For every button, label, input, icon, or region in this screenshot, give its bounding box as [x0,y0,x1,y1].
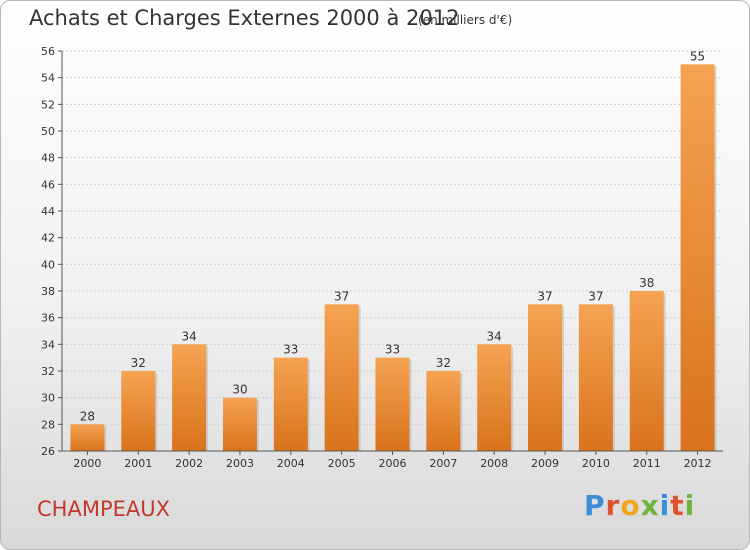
bar-2008 [477,344,512,451]
y-tick-label: 42 [41,232,55,245]
y-tick-label: 34 [41,338,55,351]
logo-letter: t [670,489,685,522]
x-axis-ticks: 2000 2001 2002 2003 2004 2005 2006 2007 2008 2009… [73,451,712,470]
x-tick-label: 2006 [379,457,407,470]
bar-value-label: 37 [334,289,349,303]
bar-value-label: 33 [385,343,400,357]
chart-subtitle: (en milliers d'€) [418,13,513,27]
x-tick-label: 2009 [531,457,559,470]
bar-value-label: 34 [181,329,196,343]
bar-value-label: 55 [690,49,705,63]
y-axis-ticks: 26 28 30 32 34 36 38 40 42 44 46 48 50 52 54 56 [41,45,62,458]
y-tick-label: 26 [41,445,55,458]
y-tick-label: 28 [41,418,55,431]
bar-value-label: 32 [131,356,146,370]
y-tick-label: 38 [41,285,55,298]
bar-value-label: 28 [80,409,95,423]
x-tick-label: 2007 [429,457,457,470]
logo-letter: o [620,489,641,522]
logo-letter: r [605,489,621,522]
x-tick-label: 2003 [226,457,254,470]
x-tick-label: 2002 [175,457,203,470]
bar-value-labels: 28 32 34 30 33 37 33 32 34 37 37 38 55 [80,49,705,423]
bar-value-label: 33 [283,343,298,357]
y-tick-label: 30 [41,392,55,405]
x-tick-label: 2001 [124,457,152,470]
x-tick-label: 2005 [328,457,356,470]
x-tick-label: 2008 [480,457,508,470]
y-tick-label: 54 [41,72,55,85]
y-tick-label: 50 [41,125,55,138]
bar-2009 [528,304,563,451]
bar-2003 [222,397,257,451]
x-tick-label: 2012 [684,457,712,470]
y-tick-label: 48 [41,152,55,165]
bar-2012 [680,64,715,452]
bar-value-label: 38 [639,276,654,290]
y-tick-label: 46 [41,178,55,191]
bar-2010 [578,304,613,451]
bar-2007 [426,371,461,451]
bar-value-label: 37 [588,289,603,303]
bars [70,64,717,452]
bar-2011 [629,291,664,451]
x-tick-label: 2000 [73,457,101,470]
bar-2001 [121,371,156,451]
bar-2002 [172,344,207,451]
bar-2000 [70,424,105,451]
logo-letter: i [659,489,671,522]
y-tick-label: 36 [41,312,55,325]
proxiti-logo[interactable]: Proxiti [584,489,695,522]
x-tick-label: 2010 [582,457,610,470]
town-name: CHAMPEAUX [37,497,170,521]
x-tick-label: 2004 [277,457,305,470]
bar-2004 [273,357,308,451]
logo-letter: P [584,489,606,522]
logo-letter: x [640,489,660,522]
y-tick-label: 40 [41,258,55,271]
chart-title: Achats et Charges Externes 2000 à 2012 [29,6,460,30]
bar-value-label: 34 [487,329,502,343]
y-tick-label: 56 [41,45,55,58]
x-tick-label: 2011 [633,457,661,470]
bar-value-label: 37 [537,289,552,303]
bar-value-label: 32 [436,356,451,370]
y-tick-label: 52 [41,98,55,111]
logo-letter: i [684,489,696,522]
bar-2005 [324,304,359,451]
y-tick-label: 32 [41,365,55,378]
y-tick-label: 44 [41,205,55,218]
bar-value-label: 30 [232,383,247,397]
bar-2006 [375,357,410,451]
